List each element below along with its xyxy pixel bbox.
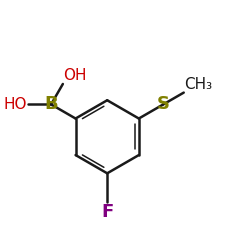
Text: S: S — [157, 96, 170, 114]
Text: OH: OH — [64, 68, 87, 83]
Text: HO: HO — [3, 97, 27, 112]
Text: CH₃: CH₃ — [184, 77, 212, 92]
Text: B: B — [44, 96, 58, 114]
Text: F: F — [101, 203, 113, 221]
